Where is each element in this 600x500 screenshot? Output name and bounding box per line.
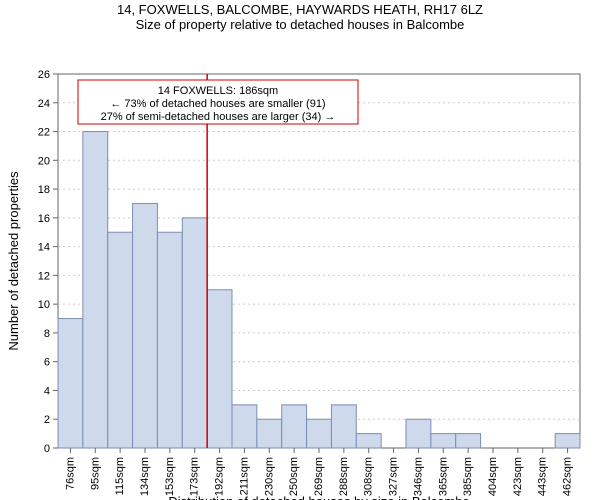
callout-line-1: 14 FOXWELLS: 186sqm — [158, 85, 278, 97]
x-tick-label: 95sqm — [89, 457, 101, 490]
x-tick-label: 385sqm — [462, 457, 474, 496]
x-tick-label: 308sqm — [363, 457, 375, 496]
y-tick-label: 22 — [38, 127, 50, 139]
y-tick-label: 6 — [44, 357, 50, 369]
x-tick-label: 134sqm — [139, 457, 151, 496]
x-tick-label: 230sqm — [263, 457, 275, 496]
x-tick-label: 288sqm — [338, 457, 350, 496]
x-tick-label: 443sqm — [537, 457, 549, 496]
histogram-svg: 0246810121416182022242676sqm95sqm115sqm1… — [0, 32, 600, 500]
x-tick-label: 115sqm — [114, 457, 126, 495]
histogram-bar — [257, 419, 282, 448]
x-tick-label: 462sqm — [562, 457, 574, 496]
x-tick-label: 404sqm — [487, 457, 499, 496]
histogram-bar — [406, 419, 431, 448]
histogram-bar — [232, 405, 257, 448]
histogram-bar — [207, 290, 232, 448]
callout-line-2: ← 73% of detached houses are smaller (91… — [110, 98, 325, 110]
histogram-bar — [133, 203, 158, 448]
y-tick-label: 8 — [44, 328, 50, 340]
x-tick-label: 327sqm — [388, 457, 400, 496]
x-tick-label: 192sqm — [214, 457, 226, 496]
x-axis-label: Distribution of detached houses by size … — [168, 494, 469, 500]
histogram-bar — [431, 434, 456, 448]
y-tick-label: 16 — [38, 213, 50, 225]
x-tick-label: 211sqm — [238, 457, 250, 495]
x-tick-label: 173sqm — [189, 457, 201, 496]
histogram-bar — [555, 434, 580, 448]
histogram-bar — [331, 405, 356, 448]
y-tick-label: 4 — [44, 385, 50, 397]
histogram-bar — [456, 434, 481, 448]
x-tick-label: 76sqm — [64, 457, 76, 490]
callout-line-3: 27% of semi-detached houses are larger (… — [101, 111, 336, 123]
histogram-bar — [182, 218, 207, 448]
y-tick-label: 20 — [38, 155, 50, 167]
histogram-bar — [58, 319, 83, 448]
x-tick-label: 250sqm — [288, 457, 300, 496]
y-tick-label: 2 — [44, 414, 50, 426]
y-tick-label: 18 — [38, 184, 50, 196]
x-tick-label: 423sqm — [512, 457, 524, 496]
y-axis-label: Number of detached properties — [6, 171, 21, 351]
histogram-bar — [282, 405, 307, 448]
y-tick-label: 12 — [38, 270, 50, 282]
histogram-bar — [307, 419, 332, 448]
chart-title-line-1: 14, FOXWELLS, BALCOMBE, HAYWARDS HEATH, … — [0, 0, 600, 17]
histogram-bar — [83, 132, 108, 448]
x-tick-label: 346sqm — [412, 457, 424, 496]
histogram-bar — [157, 232, 182, 448]
histogram-bar — [356, 434, 381, 448]
y-tick-label: 0 — [44, 443, 50, 455]
x-tick-label: 153sqm — [164, 457, 176, 496]
chart-container: 14, FOXWELLS, BALCOMBE, HAYWARDS HEATH, … — [0, 0, 600, 500]
x-tick-label: 269sqm — [313, 457, 325, 496]
y-tick-label: 14 — [38, 242, 50, 254]
chart-title-line-2: Size of property relative to detached ho… — [0, 17, 600, 32]
y-tick-label: 26 — [38, 69, 50, 81]
histogram-bar — [108, 232, 133, 448]
y-tick-label: 10 — [38, 299, 50, 311]
x-tick-label: 365sqm — [437, 457, 449, 496]
y-tick-label: 24 — [38, 98, 50, 110]
